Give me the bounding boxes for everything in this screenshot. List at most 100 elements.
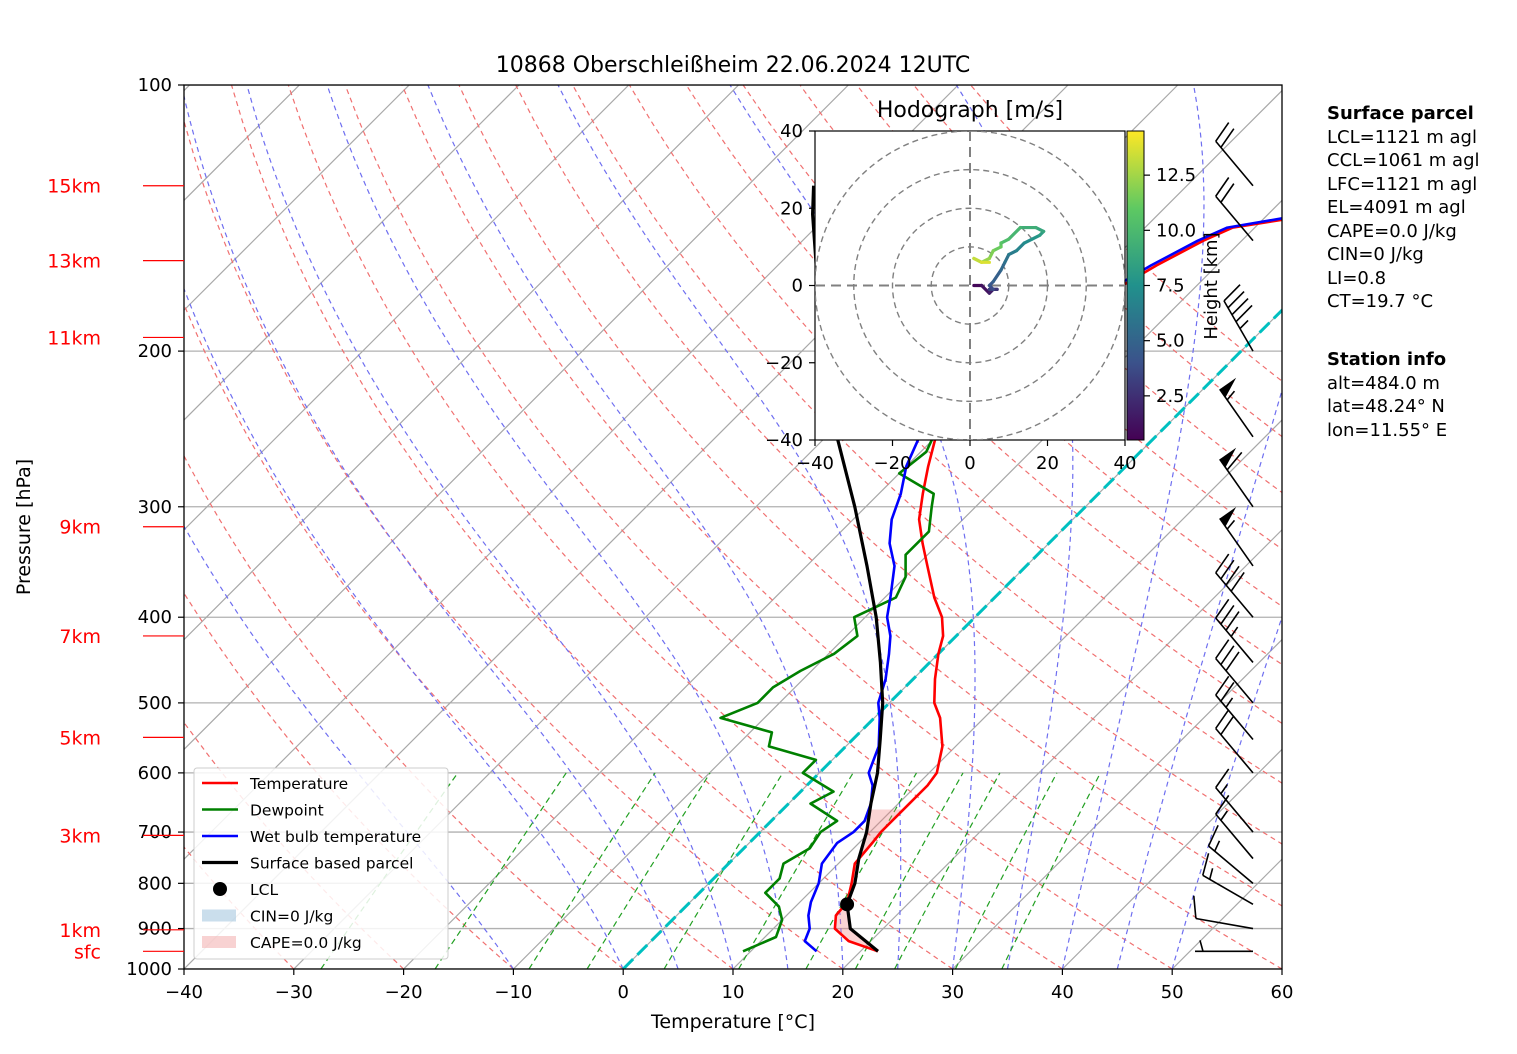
y-tick-label: 400	[138, 607, 172, 628]
dry-adiabat	[184, 302, 734, 969]
legend-item: Surface based parcel	[202, 855, 413, 873]
legend-item: Wet bulb temperature	[202, 828, 421, 846]
wind-barb	[1215, 598, 1254, 663]
surface-parcel-panel: Surface parcel LCL=1121 m agl CCL=1061 m…	[1327, 102, 1480, 314]
isotherm-line	[184, 85, 740, 641]
wind-barb	[1207, 825, 1254, 884]
hodo-y-tick-label: −20	[765, 353, 803, 374]
wind-barb	[1201, 853, 1254, 906]
height-marker-label: 1km	[59, 920, 101, 942]
isotherm-line	[512, 199, 1282, 969]
y-tick-label: 100	[138, 75, 172, 96]
isotherm-line	[842, 528, 1282, 969]
moist-adiabat	[955, 85, 1074, 969]
isotherm-line	[1061, 748, 1282, 969]
wind-barb	[1215, 553, 1254, 618]
svg-text:CAPE=0.0 J/kg: CAPE=0.0 J/kg	[250, 934, 362, 952]
legend-item: Dewpoint	[202, 802, 324, 820]
y-tick-label: 600	[138, 763, 172, 784]
svg-text:Surface based parcel: Surface based parcel	[250, 855, 413, 873]
moist-adiabat	[1061, 85, 1205, 969]
dry-adiabat	[458, 85, 1282, 907]
height-marker-label: 5km	[59, 727, 101, 749]
hodograph-segment	[1007, 225, 1022, 241]
chart-title: 10868 Oberschleißheim 22.06.2024 12UTC	[496, 53, 971, 78]
svg-text:Temperature: Temperature	[249, 775, 348, 793]
height-marker-label: 11km	[47, 327, 101, 349]
legend-item: CAPE=0.0 J/kg	[202, 934, 362, 952]
stat-cape: CAPE=0.0 J/kg	[1327, 220, 1457, 242]
x-tick-label: −30	[275, 982, 313, 1003]
stat-li: LI=0.8	[1327, 267, 1387, 289]
x-tick-label: 10	[722, 982, 745, 1003]
y-axis-label: Pressure [hPa]	[13, 459, 35, 595]
isotherm-line	[184, 85, 849, 751]
height-marker-label: 3km	[59, 825, 101, 847]
isotherm-line	[184, 85, 630, 531]
legend-item: CIN=0 J/kg	[202, 908, 333, 926]
mixing-ratio-line	[663, 772, 784, 969]
colorbar-tick-label: 12.5	[1156, 165, 1196, 186]
wind-barb	[1219, 377, 1254, 438]
height-marker-label: 15km	[47, 176, 101, 198]
mixing-ratio-line	[954, 772, 1058, 969]
legend-item: LCL	[213, 881, 278, 899]
dry-adiabat	[344, 85, 1173, 969]
wind-barb	[1195, 940, 1253, 953]
hodo-y-tick-label: 0	[792, 276, 803, 297]
legend-item: Temperature	[202, 775, 348, 793]
wind-barb	[1215, 122, 1254, 187]
mixing-ratio-line	[805, 772, 918, 969]
moist-adiabat	[184, 93, 679, 969]
colorbar-tick-label: 2.5	[1156, 386, 1185, 407]
x-tick-label: −40	[165, 982, 203, 1003]
x-tick-label: 30	[941, 982, 964, 1003]
y-axis-ticks: 100 200 300 400 500 600 700 800 900 1000	[126, 75, 184, 980]
x-tick-label: 60	[1271, 982, 1294, 1003]
y-tick-label: 200	[138, 341, 172, 362]
x-tick-label: 0	[617, 982, 628, 1003]
hodo-x-tick-label: 20	[1036, 453, 1059, 474]
stat-el: EL=4091 m agl	[1327, 197, 1466, 218]
cape-shading	[834, 809, 904, 952]
hodograph-inset: Hodograph [m/s] −40−40 −20 −20 0 0 20 20 40 40 2…	[765, 98, 1222, 474]
moist-adiabat	[184, 287, 624, 969]
wind-barb	[1215, 794, 1254, 860]
stat-lcl: LCL=1121 m agl	[1327, 126, 1477, 148]
y-tick-label: 700	[138, 822, 172, 843]
legend: Temperature Dewpoint Wet bulb temperature S…	[193, 767, 449, 960]
dry-adiabat	[515, 85, 1282, 845]
colorbar-label: Height [km]	[1201, 232, 1222, 339]
dry-adiabat	[856, 85, 1282, 494]
y-tick-label: 900	[138, 919, 172, 940]
wind-barb	[1192, 895, 1254, 930]
wind-barb	[1223, 284, 1254, 352]
wind-barb	[1215, 709, 1254, 774]
isotherm-line	[732, 419, 1282, 969]
svg-text:Dewpoint: Dewpoint	[250, 802, 324, 820]
isotherm-line	[184, 85, 410, 312]
y-tick-label: 300	[138, 497, 172, 518]
x-tick-label: 50	[1161, 982, 1184, 1003]
stat-ccl: CCL=1061 m agl	[1327, 150, 1480, 171]
hodo-y-tick-label: 20	[780, 198, 803, 219]
mixing-ratio-line	[586, 772, 711, 969]
isotherm-line	[952, 638, 1282, 969]
y-tick-label: 1000	[126, 959, 172, 980]
station-info-panel: Station info alt=484.0 m lat=48.24° N lo…	[1327, 348, 1447, 442]
height-marker-label: 9km	[59, 517, 101, 539]
stat-cin: CIN=0 J/kg	[1327, 244, 1424, 265]
stat-ct: CT=19.7 °C	[1327, 291, 1434, 312]
x-tick-label: 20	[831, 982, 854, 1003]
hodo-y-tick-label: 40	[780, 121, 803, 142]
height-marker-label: 7km	[59, 626, 101, 648]
hodograph-segment	[991, 268, 1003, 284]
hodograph-colorbar	[1126, 130, 1145, 441]
station-lat: lat=48.24° N	[1327, 396, 1445, 417]
station-alt: alt=484.0 m	[1327, 372, 1440, 394]
hodo-x-tick-label: −40	[796, 453, 834, 474]
dry-adiabat	[401, 85, 1282, 969]
wind-barb	[1215, 639, 1254, 704]
moist-adiabat	[557, 85, 902, 969]
